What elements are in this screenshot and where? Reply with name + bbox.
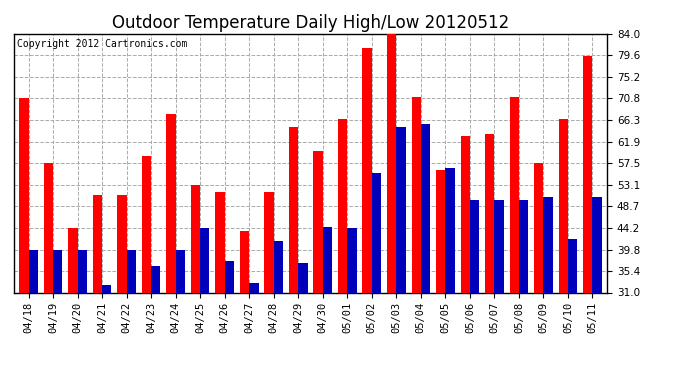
Bar [485,134,495,292]
Bar [126,249,136,292]
Bar [289,126,298,292]
Bar [411,97,421,292]
Bar [583,56,593,292]
Bar [166,114,176,292]
Bar [77,249,87,292]
Bar [568,239,578,292]
Bar [92,195,102,292]
Bar [43,163,53,292]
Bar [28,249,38,292]
Bar [372,173,381,292]
Bar [593,197,602,292]
Bar [323,226,332,292]
Bar [445,168,455,292]
Bar [102,285,111,292]
Bar [544,197,553,292]
Text: Copyright 2012 Cartronics.com: Copyright 2012 Cartronics.com [17,39,187,49]
Bar [274,241,283,292]
Bar [225,261,234,292]
Bar [191,184,200,292]
Bar [559,119,568,292]
Bar [68,228,77,292]
Bar [298,263,308,292]
Bar [519,200,529,292]
Bar [142,156,151,292]
Bar [313,151,323,292]
Bar [264,192,274,292]
Title: Outdoor Temperature Daily High/Low 20120512: Outdoor Temperature Daily High/Low 20120… [112,14,509,32]
Bar [176,249,185,292]
Bar [387,34,396,292]
Bar [534,163,544,292]
Bar [151,266,161,292]
Bar [510,97,519,292]
Bar [215,192,225,292]
Bar [338,119,347,292]
Bar [421,124,430,292]
Bar [53,249,62,292]
Bar [436,171,445,292]
Bar [240,231,249,292]
Bar [117,195,126,292]
Bar [396,126,406,292]
Bar [470,200,479,292]
Bar [460,136,470,292]
Bar [19,98,28,292]
Bar [249,283,259,292]
Bar [362,48,372,292]
Bar [495,200,504,292]
Bar [347,228,357,292]
Bar [200,228,210,292]
